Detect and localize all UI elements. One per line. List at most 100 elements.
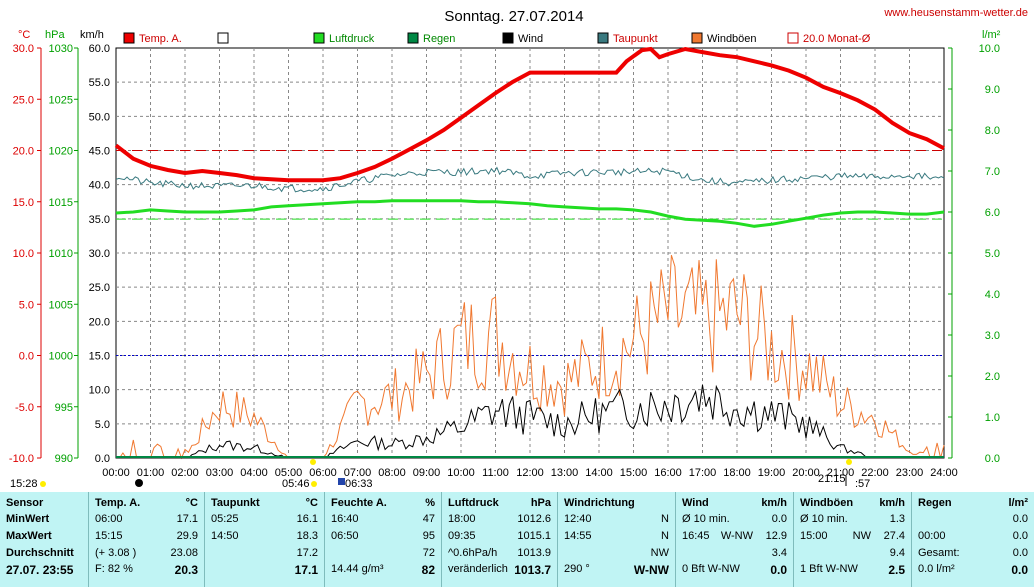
- stats-cell-note: 12:40: [564, 513, 592, 525]
- stats-cell-note: ^0.6hPa/h: [448, 547, 498, 559]
- temp-tick-label: 20.0: [13, 146, 34, 158]
- chart-legend: Temp. A. Luftdruck Regen Wind Taupunkt Windbö…: [123, 32, 871, 45]
- stats-col-winddir: Windrichtung 12:40 N 14:55 N NW 290 ° W-NW: [557, 492, 675, 587]
- legend-label: Regen: [423, 33, 455, 45]
- legend-label: Taupunkt: [613, 33, 658, 45]
- temp-tick-label: 25.0: [13, 94, 34, 106]
- time-marker-label: 05:46: [282, 478, 310, 490]
- rain-tick-label: 0.0: [985, 453, 1000, 465]
- stats-cell-dir: W-NW: [720, 530, 753, 542]
- x-tick-label: 20:00: [792, 467, 820, 479]
- stats-cell-value: 16.1: [296, 513, 318, 525]
- temp-tick-label: 30.0: [13, 43, 34, 55]
- stats-cell-note: 14:50: [211, 530, 239, 542]
- stats-cell-value: 0.0: [1012, 547, 1028, 559]
- wind-tick-label: 15.0: [89, 351, 110, 363]
- x-tick-label: 19:00: [758, 467, 786, 479]
- x-tick-label: 21:00: [827, 467, 855, 479]
- stats-current: 1 Bft W-NW 2.5: [800, 563, 905, 577]
- row-label-avg: Durchschnitt: [6, 547, 74, 559]
- stats-cell-value: 18.3: [296, 530, 318, 542]
- x-tick-label: 05:00: [275, 467, 303, 479]
- stats-current-note: veränderlich: [448, 563, 508, 575]
- stats-cell-value: 12.9: [765, 530, 787, 542]
- x-tick-label: 07:00: [344, 467, 372, 479]
- wind-tick-label: 5.0: [95, 419, 110, 431]
- rain-tick-label: 7.0: [985, 166, 1000, 178]
- wind-tick-label: 60.0: [89, 43, 110, 55]
- wind-tick-label: 0.0: [95, 453, 110, 465]
- stats-current: 14.44 g/m³ 82: [331, 563, 435, 577]
- stats-cell: Gesamt: 0.0: [918, 547, 1028, 561]
- stats-cell: 05:25 16.1: [211, 513, 318, 527]
- stats-cell-note: 09:35: [448, 530, 476, 542]
- stats-col-rain: Regen l/m² 0.0 00:00 0.0 Gesamt: 0.0 0.0 l/m² 0.…: [911, 492, 1034, 587]
- stats-cell: 16:40 47: [331, 513, 435, 527]
- time-marker-label: 06:33: [345, 478, 373, 490]
- x-tick-label: 01:00: [137, 467, 165, 479]
- x-tick-label: 10:00: [447, 467, 475, 479]
- stats-current: F: 82 % 20.3: [95, 563, 198, 577]
- series-temperature: [114, 46, 945, 183]
- row-label-min: MinWert: [6, 513, 50, 525]
- rain-tick-label: 1.0: [985, 412, 1000, 424]
- stats-cell-value: 0.0: [771, 513, 787, 525]
- stats-current-note: 0.0 l/m²: [918, 563, 955, 575]
- stats-col-wind: Wind km/h Ø 10 min. 0.0 16:45 W-NW 12.9 3.4 0 Bf…: [675, 492, 793, 587]
- stats-current-value: 2.5: [888, 563, 905, 577]
- stats-cell-value: 1.3: [889, 513, 905, 525]
- stats-cell-note: 15:15: [95, 530, 123, 542]
- stats-cell: 72: [331, 547, 435, 561]
- x-tick-label: 09:00: [413, 467, 441, 479]
- stats-cell-note: Gesamt:: [918, 547, 960, 559]
- stats-title: Feuchte A.: [331, 497, 387, 509]
- rain-tick-label: 5.0: [985, 248, 1000, 260]
- stats-timestamp: 27.07. 23:55: [6, 563, 74, 577]
- stats-cell-value: 3.4: [771, 547, 787, 559]
- stats-cell: 3.4: [682, 547, 787, 561]
- time-marker-label: :57: [855, 478, 870, 490]
- stats-cell-value: 1015.1: [517, 530, 551, 542]
- stats-cell-note: 14:55: [564, 530, 592, 542]
- temp-tick-label: 15.0: [13, 197, 34, 209]
- x-tick-label: 23:00: [896, 467, 924, 479]
- stats-cell-value: N: [661, 530, 669, 542]
- stats-cell-note: 18:00: [448, 513, 476, 525]
- legend-swatch: [597, 32, 609, 44]
- statistics-table: Sensor MinWert MaxWert Durchschnitt 27.0…: [0, 492, 1034, 587]
- stats-cell: Ø 10 min. 0.0: [682, 513, 787, 527]
- stats-cell: 15:15 29.9: [95, 530, 198, 544]
- pressure-tick-label: 995: [55, 402, 73, 414]
- rain-tick-label: 3.0: [985, 330, 1000, 342]
- x-tick-label: 11:00: [482, 467, 509, 479]
- x-axis: 00:00 01:00 02:00 03:00 04:00 05:00 06:00 07:00…: [102, 467, 958, 479]
- series-gusts: [116, 254, 945, 460]
- stats-cell: 06:50 95: [331, 530, 435, 544]
- legend-swatch: [502, 32, 514, 44]
- stats-cell-note: 05:25: [211, 513, 239, 525]
- stats-header-sensor: Sensor: [6, 497, 44, 509]
- pressure-tick-label: 990: [55, 453, 73, 465]
- sun-icon: [310, 459, 316, 465]
- stats-col-press: Luftdruck hPa 18:00 1012.6 09:35 1015.1 ^0.6hP…: [441, 492, 557, 587]
- stats-cell: (+ 3.08 ) 23.08: [95, 547, 198, 561]
- pressure-tick-label: 1005: [49, 299, 73, 311]
- wind-tick-label: 50.0: [89, 111, 110, 123]
- time-marker-label: 21:15: [818, 473, 846, 485]
- stats-cell-value: N: [661, 513, 669, 525]
- temp-tick-label: -10.0: [9, 453, 34, 465]
- stats-cell-value: 27.4: [883, 530, 905, 542]
- stats-current-note: 0 Bft W-NW: [682, 563, 740, 575]
- stats-current-value: 17.1: [294, 563, 318, 577]
- source-link[interactable]: www.heusenstamm-wetter.de: [883, 7, 1028, 19]
- stats-col-dew: Taupunkt °C 05:25 16.1 14:50 18.3 17.2 17.1: [204, 492, 324, 587]
- x-tick-label: 16:00: [654, 467, 682, 479]
- stats-current: 0 Bft W-NW 0.0: [682, 563, 787, 577]
- wind-tick-label: 40.0: [89, 180, 110, 192]
- stats-unit: l/m²: [1008, 497, 1028, 509]
- stats-cell-note: Ø 10 min.: [800, 513, 848, 525]
- pressure-tick-label: 1025: [49, 94, 73, 106]
- legend-label: Windböen: [707, 33, 757, 45]
- stats-current: veränderlich 1013.7: [448, 563, 551, 577]
- stats-current: 0.0 l/m² 0.0: [918, 563, 1028, 577]
